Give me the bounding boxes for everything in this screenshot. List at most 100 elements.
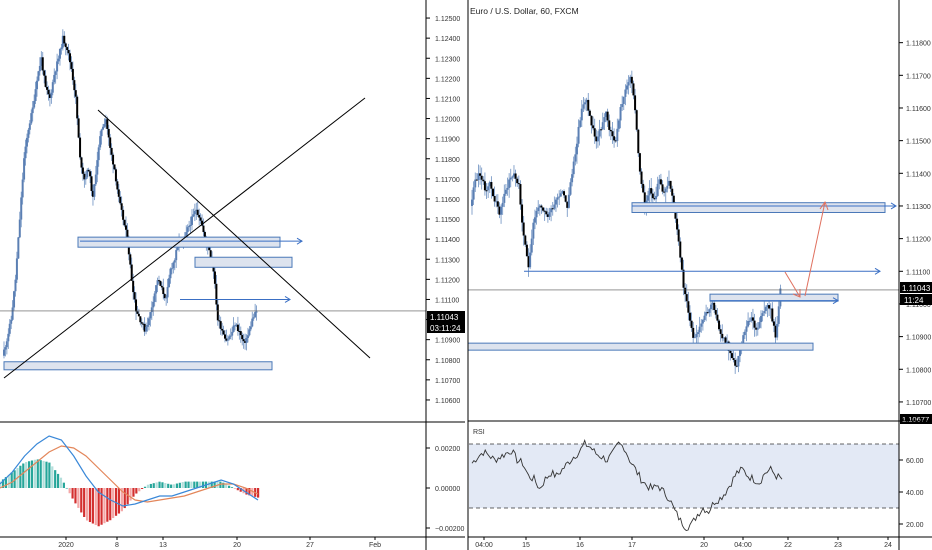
left-price-pane[interactable] — [0, 29, 426, 379]
candle-body — [706, 312, 709, 314]
macd-histogram-bar — [251, 488, 254, 497]
macd-histogram-bar — [109, 488, 112, 521]
candle-body — [241, 335, 244, 340]
candle-body — [58, 48, 61, 59]
right-price-pane[interactable] — [467, 70, 899, 374]
candle-body — [587, 99, 590, 111]
candle-body — [522, 222, 525, 236]
rsi-tick-label: 20.00 — [906, 522, 924, 529]
candle-body — [608, 120, 611, 130]
candle-body — [124, 225, 127, 230]
candle-body — [663, 191, 666, 193]
ray-arrowhead — [890, 202, 897, 210]
macd-histogram-bar — [19, 465, 22, 488]
candle-body — [480, 175, 483, 180]
candle-body — [737, 355, 740, 367]
candle-body — [590, 115, 593, 126]
falling-trendline — [97, 109, 371, 359]
candle-body — [56, 61, 59, 72]
candle-body — [571, 174, 574, 183]
candle-body — [609, 129, 612, 132]
candle-body — [768, 305, 771, 309]
candle-body — [117, 189, 120, 197]
candle-body — [559, 193, 562, 197]
candle-body — [254, 312, 257, 318]
candle-body — [219, 321, 222, 329]
price-tick-label: 1.11700 — [435, 177, 460, 184]
macd-histogram-bar — [164, 483, 167, 488]
candle-body — [242, 339, 245, 342]
candle-body — [475, 179, 478, 181]
candle-body — [630, 76, 633, 84]
candle-body — [709, 304, 712, 310]
candle-body — [132, 280, 135, 293]
candle-body — [112, 154, 115, 165]
candle-body — [701, 319, 704, 324]
price-tick-label: 1.12000 — [435, 117, 460, 124]
right-rsi-pane[interactable] — [469, 439, 899, 531]
candle-body — [569, 182, 572, 195]
right-price-axis[interactable]: 1.11800 1.11700 1.11600 1.11500 1.11400 1.113… — [899, 41, 931, 407]
candle-body — [155, 285, 158, 294]
candle-body — [546, 214, 549, 217]
candle-body — [48, 94, 51, 98]
candle-body — [61, 35, 64, 48]
candle-body — [661, 184, 664, 192]
candle-body — [226, 339, 229, 341]
candle-body — [97, 147, 100, 161]
macd-histogram-bar — [146, 484, 150, 488]
macd-histogram-bar — [129, 488, 132, 501]
candle-body — [5, 341, 8, 348]
price-tick-label: 1.11800 — [906, 41, 931, 48]
candle-body — [617, 120, 620, 129]
right-time-axis[interactable]: 04:00 15 16 17 20 04:00 22 23 24 — [475, 537, 892, 549]
candle-body — [688, 312, 691, 321]
price-tick-label: 1.11600 — [435, 197, 460, 204]
candle-body — [613, 136, 616, 141]
macd-histogram-bar — [22, 463, 25, 488]
candle-body — [41, 57, 44, 71]
time-tick-label: 04:00 — [734, 542, 752, 549]
candle-body — [718, 320, 721, 330]
candle-body — [721, 333, 724, 339]
macd-histogram-bar — [248, 488, 251, 496]
candle-body — [130, 264, 133, 281]
candle-body — [596, 136, 599, 142]
macd-histogram-bar — [149, 483, 152, 488]
macd-histogram-bar — [207, 481, 210, 488]
candle-body — [671, 188, 674, 196]
left-macd-pane[interactable] — [0, 435, 260, 527]
candle-body — [222, 330, 225, 335]
right-rsi-axis[interactable]: 60.00 40.00 20.00 — [899, 458, 924, 529]
candle-body — [693, 337, 696, 339]
candle-body — [83, 173, 86, 180]
candle-body — [646, 195, 649, 201]
candle-body — [616, 128, 619, 142]
candle-body — [580, 108, 583, 121]
candle-body — [17, 237, 20, 259]
candle-body — [193, 211, 196, 215]
macd-histogram-bar — [239, 488, 242, 492]
candle-body — [208, 247, 211, 251]
candle-body — [471, 199, 473, 206]
candle-body — [537, 207, 540, 212]
candle-body — [139, 316, 142, 323]
candle-body — [201, 220, 204, 226]
candle-body — [653, 198, 656, 200]
candle-body — [529, 252, 532, 268]
price-tick-label: 1.10800 — [906, 367, 931, 374]
left-time-axis[interactable]: 2020 8 13 20 27 Feb — [58, 537, 381, 549]
left-macd-axis[interactable]: 0.00200 0.00000 −0.00200 — [426, 446, 464, 533]
macd-histogram-bar — [33, 459, 36, 488]
ray-arrowhead — [832, 297, 839, 305]
candle-body — [23, 158, 26, 180]
candle-body — [28, 123, 31, 130]
candle-body — [659, 179, 662, 185]
candle-body — [743, 331, 746, 336]
candle-body — [99, 136, 102, 148]
candle-body — [563, 191, 566, 196]
candle-body — [136, 311, 139, 314]
macd-histogram-bar — [138, 488, 141, 492]
candle-body — [129, 254, 132, 265]
macd-histogram-bar — [10, 472, 13, 488]
